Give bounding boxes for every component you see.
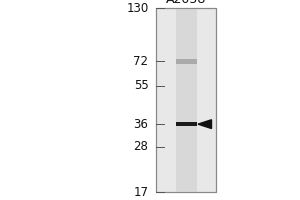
Text: 130: 130 xyxy=(126,1,148,15)
Text: 17: 17 xyxy=(134,186,148,198)
Text: 72: 72 xyxy=(134,55,148,68)
Bar xyxy=(176,8,197,192)
Bar xyxy=(176,122,197,126)
Text: 55: 55 xyxy=(134,79,148,92)
Polygon shape xyxy=(198,120,211,129)
Text: 28: 28 xyxy=(134,140,148,153)
Bar xyxy=(156,8,216,192)
Bar xyxy=(176,59,197,64)
Text: A2058: A2058 xyxy=(166,0,206,6)
Text: 36: 36 xyxy=(134,118,148,131)
Bar xyxy=(156,8,216,192)
